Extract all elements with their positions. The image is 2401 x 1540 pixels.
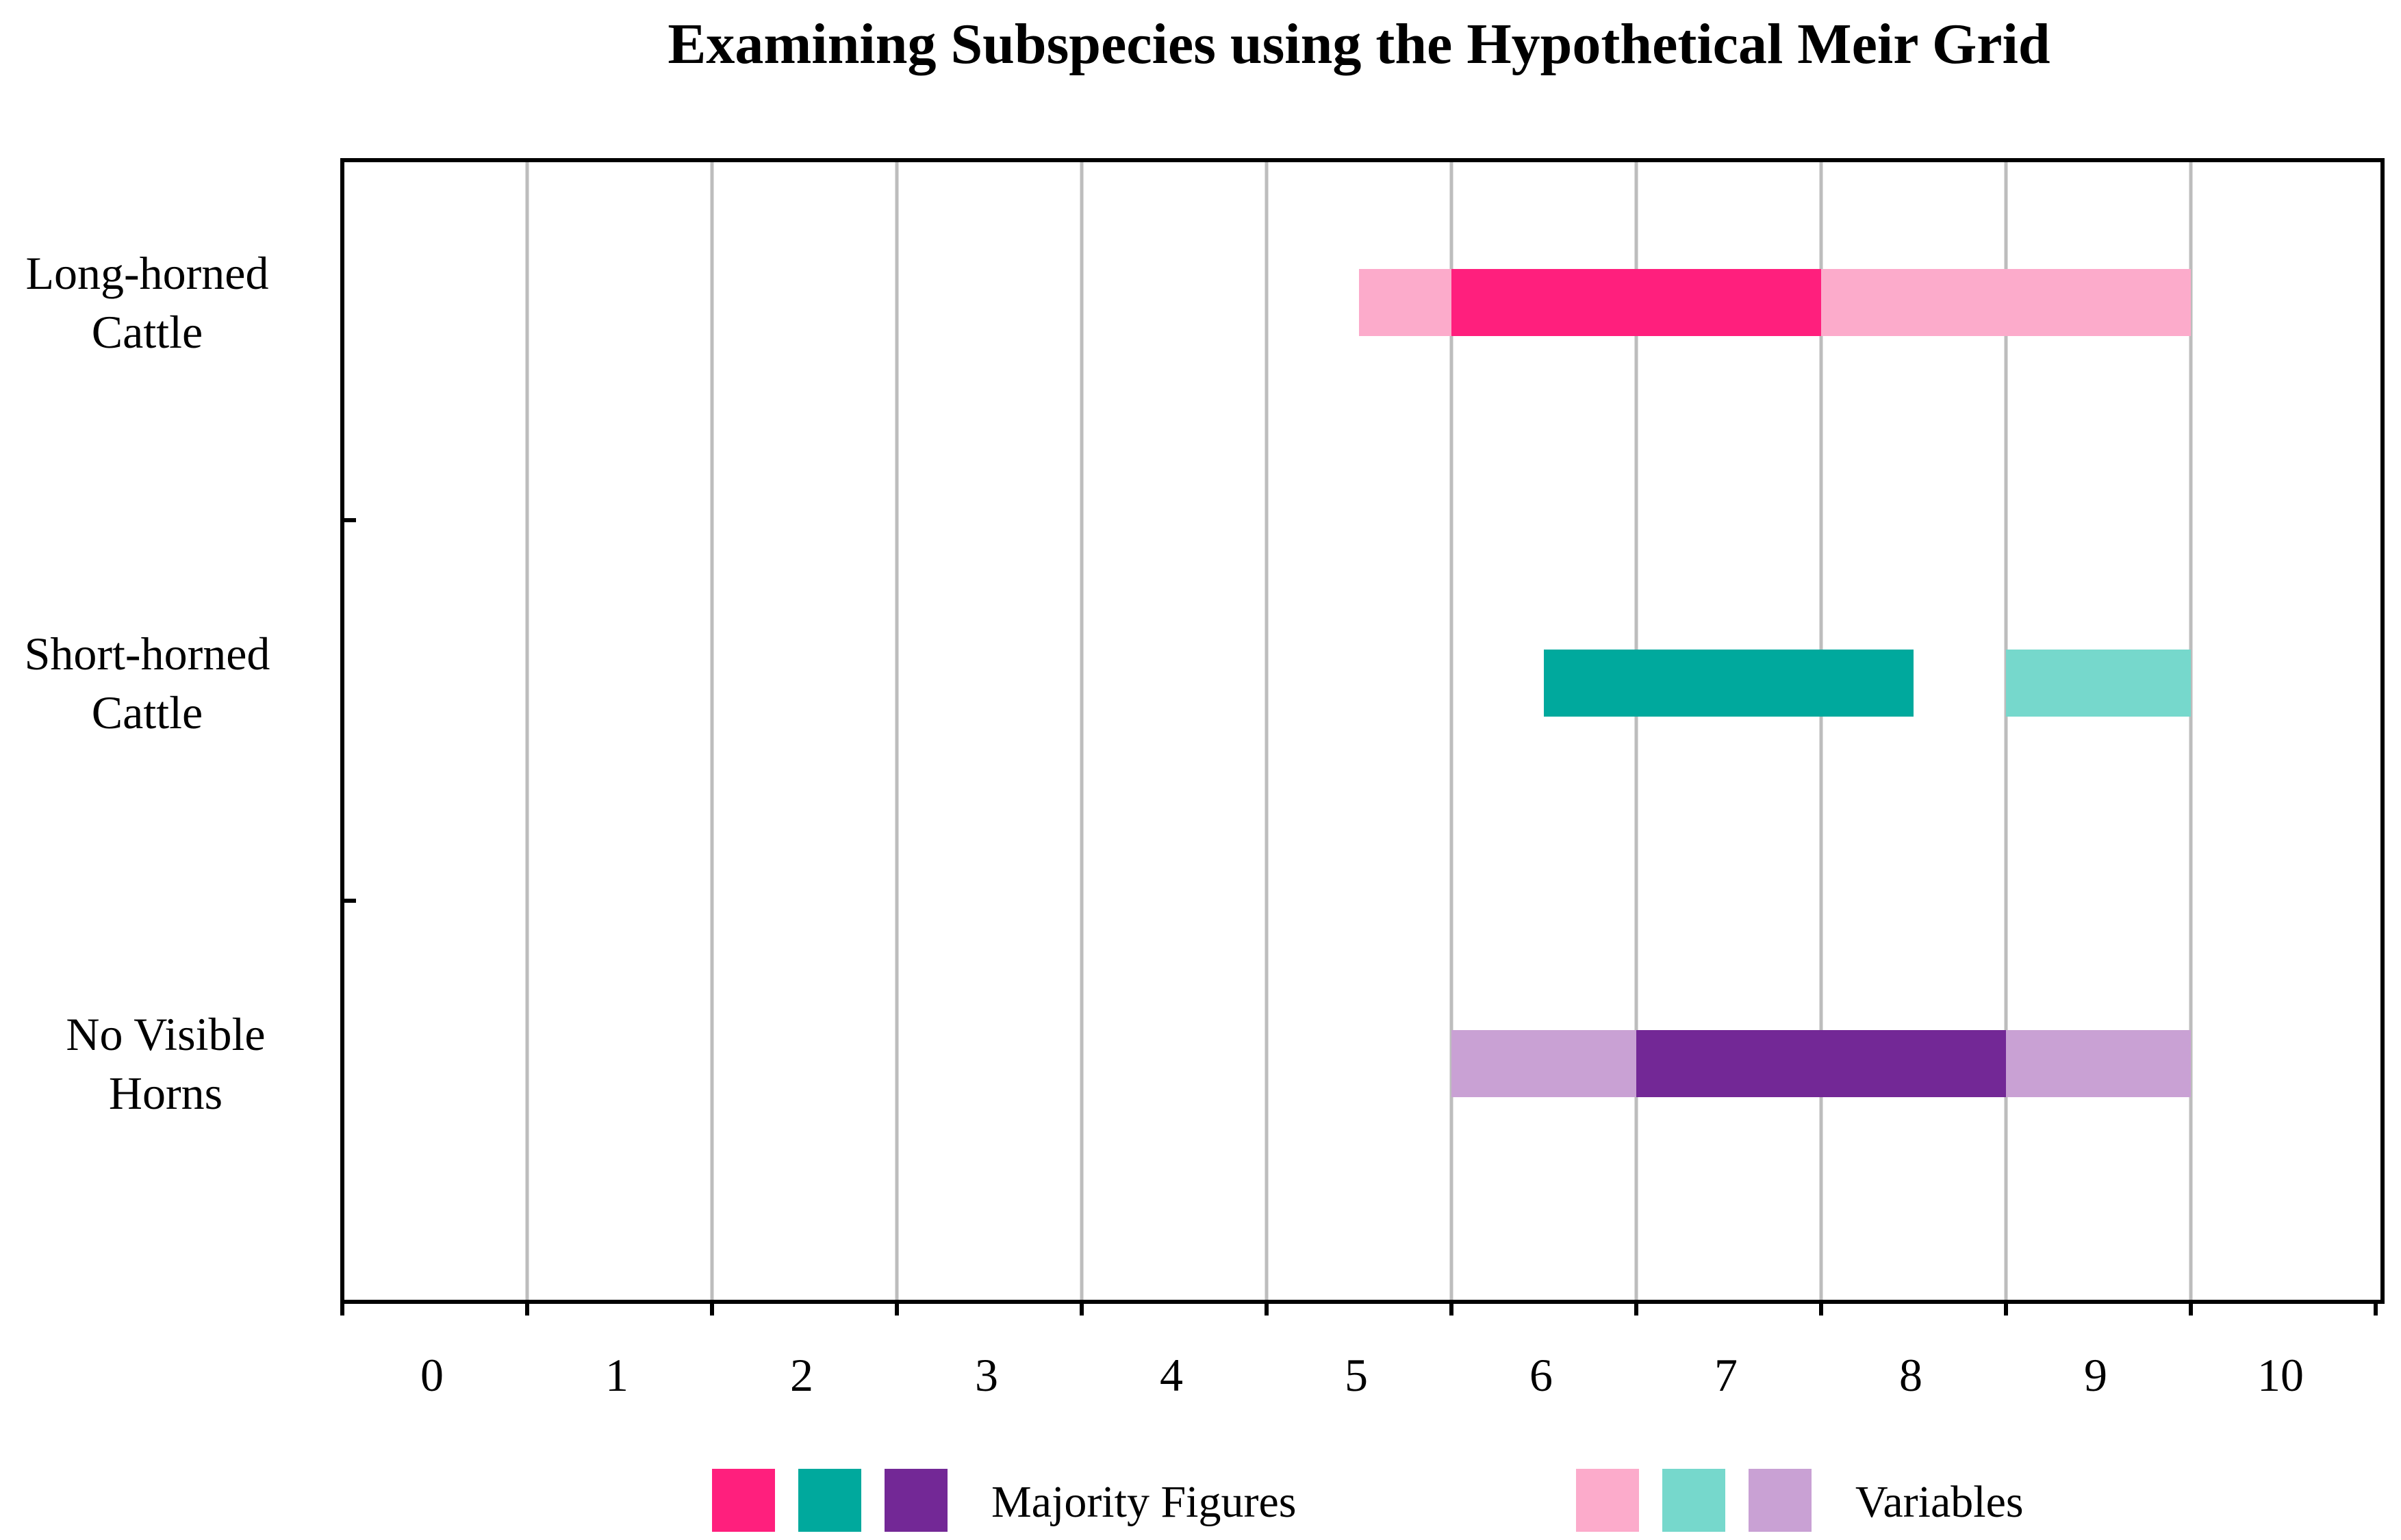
x-tick-label: 4 (1160, 1349, 1183, 1401)
variable-bar (1821, 269, 2191, 336)
category-label-line: Long-horned (25, 247, 268, 299)
grid-lines (525, 160, 2193, 1302)
x-tick-label: 9 (2084, 1349, 2107, 1401)
category-label-line: Short-horned (25, 628, 270, 680)
legend-swatch (798, 1469, 861, 1532)
variable-bar (2006, 1030, 2191, 1097)
legend-label: Majority Figures (991, 1477, 1296, 1527)
category-label: No Visible Horns (66, 1008, 265, 1119)
legend-swatch (1576, 1469, 1639, 1532)
majority-bar (1544, 650, 1914, 717)
legend-swatch (1749, 1469, 1812, 1532)
variable-bar (2006, 650, 2191, 717)
x-tick-label: 7 (1714, 1349, 1738, 1401)
variable-bar (1451, 1030, 1636, 1097)
legend-swatch (712, 1469, 775, 1532)
category-label: Short-horned Cattle (25, 628, 270, 739)
legend-swatch (885, 1469, 948, 1532)
x-tick-label: 1 (605, 1349, 628, 1401)
x-tick-label: 10 (2257, 1349, 2304, 1401)
chart-title: Examining Subspecies using the Hypotheti… (668, 12, 2050, 76)
x-tick-label: 3 (975, 1349, 998, 1401)
axes (340, 158, 2385, 1316)
bars (1359, 269, 2191, 1097)
category-labels: Long-horned Cattle Short-horned Cattle No Vi… (25, 247, 270, 1119)
variable-bar (1359, 269, 1451, 336)
category-label-line: Cattle (92, 306, 203, 358)
majority-bar (1636, 1030, 2006, 1097)
x-tick-label: 0 (420, 1349, 444, 1401)
x-tick-labels: 0 1 2 3 4 5 6 7 8 9 10 (420, 1349, 2304, 1401)
majority-bar (1451, 269, 1821, 336)
x-tick-label: 2 (790, 1349, 813, 1401)
legend: Majority Figures Variables (712, 1469, 2024, 1532)
x-tick-label: 8 (1899, 1349, 1922, 1401)
category-label-line: No Visible (66, 1008, 265, 1060)
plot-frame (340, 158, 2385, 1304)
legend-label: Variables (1855, 1477, 2024, 1527)
category-label-line: Cattle (92, 686, 203, 739)
x-tick-label: 5 (1345, 1349, 1368, 1401)
legend-swatch (1662, 1469, 1725, 1532)
x-tick-label: 6 (1529, 1349, 1553, 1401)
category-label-line: Horns (109, 1067, 223, 1119)
category-label: Long-horned Cattle (25, 247, 268, 358)
